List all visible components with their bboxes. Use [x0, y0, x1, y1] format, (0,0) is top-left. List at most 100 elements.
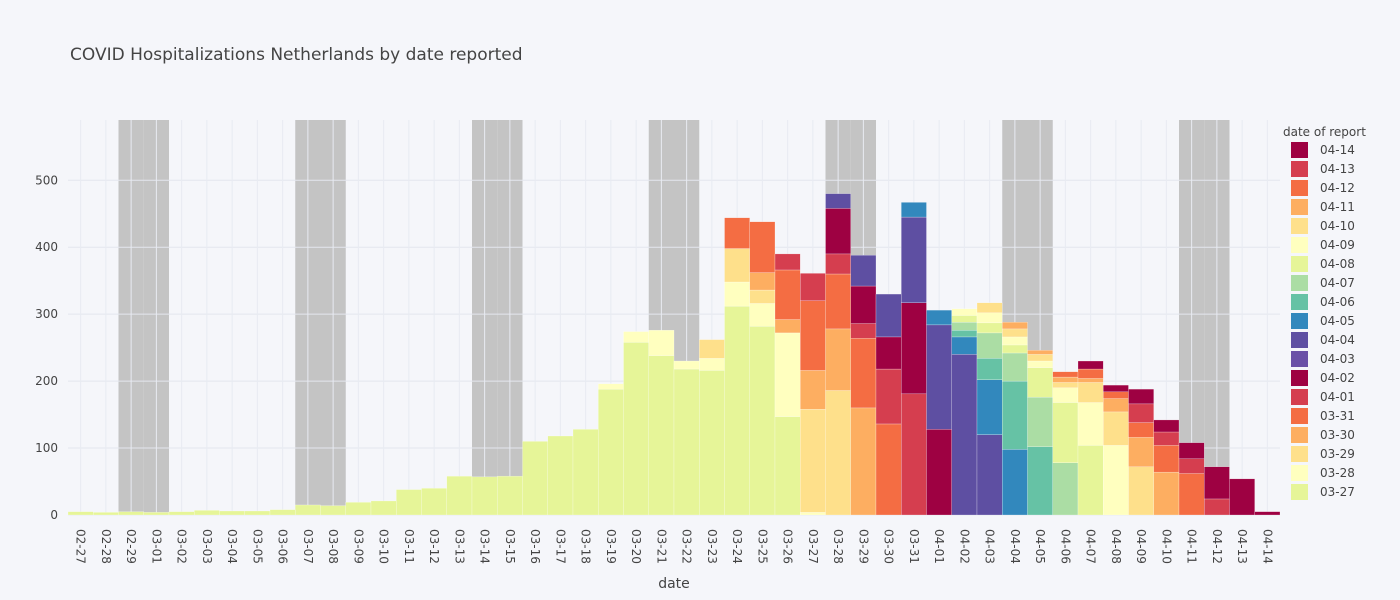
- bar-segment[interactable]: [1052, 376, 1079, 383]
- legend-item[interactable]: 04-05: [1291, 313, 1355, 329]
- bar-segment[interactable]: [724, 217, 750, 249]
- bar-segment[interactable]: [572, 429, 599, 516]
- bar-segment[interactable]: [1153, 419, 1180, 433]
- bar-segment[interactable]: [648, 330, 675, 356]
- bar-segment[interactable]: [699, 339, 725, 359]
- bar-segment[interactable]: [774, 332, 801, 417]
- bar-segment[interactable]: [168, 511, 195, 516]
- bar-segment[interactable]: [850, 285, 877, 324]
- bar-segment[interactable]: [1052, 462, 1079, 516]
- bar-segment[interactable]: [598, 388, 624, 516]
- legend-item[interactable]: 03-29: [1291, 446, 1355, 462]
- bar-segment[interactable]: [370, 500, 397, 516]
- bar-segment[interactable]: [623, 331, 649, 343]
- bar-segment[interactable]: [951, 336, 978, 355]
- bar-segment[interactable]: [850, 407, 877, 516]
- bar-segment[interactable]: [1178, 458, 1205, 474]
- bar-segment[interactable]: [926, 429, 952, 516]
- bar-segment[interactable]: [648, 355, 675, 516]
- bar-segment[interactable]: [118, 511, 144, 516]
- bar-segment[interactable]: [951, 321, 978, 331]
- bar-segment[interactable]: [421, 488, 447, 516]
- bar-segment[interactable]: [800, 300, 826, 371]
- bar-segment[interactable]: [976, 312, 1003, 324]
- bar-segment[interactable]: [295, 504, 321, 516]
- bar-segment[interactable]: [320, 505, 346, 516]
- bar-segment[interactable]: [219, 510, 245, 516]
- bar-segment[interactable]: [623, 342, 649, 516]
- legend-item[interactable]: 04-06: [1291, 294, 1355, 310]
- bar-segment[interactable]: [269, 509, 296, 516]
- bar-segment[interactable]: [143, 512, 170, 516]
- bar-segment[interactable]: [724, 248, 750, 283]
- bar-segment[interactable]: [875, 423, 902, 516]
- bar-segment[interactable]: [1027, 396, 1053, 447]
- bar-segment[interactable]: [724, 305, 750, 516]
- bar-segment[interactable]: [749, 221, 776, 273]
- bar-segment[interactable]: [976, 302, 1003, 314]
- bar-segment[interactable]: [800, 409, 826, 513]
- bar-segment[interactable]: [951, 315, 978, 323]
- bar-segment[interactable]: [1204, 466, 1230, 500]
- bar-segment[interactable]: [749, 272, 776, 291]
- bar-segment[interactable]: [699, 370, 725, 516]
- bar-segment[interactable]: [800, 273, 826, 301]
- bar-segment[interactable]: [800, 512, 826, 516]
- bar-segment[interactable]: [471, 476, 498, 516]
- bar-segment[interactable]: [93, 512, 119, 516]
- bar-segment[interactable]: [1178, 442, 1205, 459]
- bar-segment[interactable]: [825, 208, 851, 255]
- bar-segment[interactable]: [749, 303, 776, 327]
- bar-segment[interactable]: [1103, 411, 1129, 446]
- bar-segment[interactable]: [1128, 437, 1154, 467]
- bar-segment[interactable]: [1153, 471, 1180, 516]
- legend-item[interactable]: 04-12: [1291, 180, 1355, 196]
- bar-segment[interactable]: [825, 273, 851, 330]
- bar-segment[interactable]: [1002, 449, 1028, 516]
- legend-item[interactable]: 03-27: [1291, 484, 1355, 500]
- legend-items[interactable]: 04-14 04-13 04-12 04-11 04-10 04-09 04-08 04-07…: [1291, 142, 1355, 500]
- bar-segment[interactable]: [497, 475, 523, 516]
- legend[interactable]: date of report 04-14 04-13 04-12 04-11 04-10…: [1283, 125, 1366, 500]
- bar-segment[interactable]: [901, 216, 927, 303]
- legend-item[interactable]: 04-14: [1291, 142, 1355, 158]
- bar-segment[interactable]: [976, 358, 1003, 380]
- bar-segment[interactable]: [951, 308, 978, 316]
- bar-segment[interactable]: [901, 393, 927, 516]
- bar-segment[interactable]: [901, 202, 927, 218]
- bar-segment[interactable]: [1103, 391, 1129, 399]
- bar-segment[interactable]: [724, 281, 750, 307]
- bar-segment[interactable]: [1002, 328, 1028, 338]
- legend-item[interactable]: 04-04: [1291, 332, 1355, 348]
- bar-segment[interactable]: [1027, 446, 1053, 516]
- bar-segment[interactable]: [825, 253, 851, 275]
- bar-segment[interactable]: [875, 368, 902, 425]
- bar-segment[interactable]: [1103, 384, 1129, 393]
- legend-item[interactable]: 03-30: [1291, 427, 1355, 443]
- bar-segment[interactable]: [976, 332, 1003, 359]
- bar-segment[interactable]: [825, 328, 851, 391]
- legend-item[interactable]: 04-01: [1291, 389, 1355, 405]
- bar-segment[interactable]: [774, 253, 801, 271]
- bar-segment[interactable]: [244, 510, 271, 516]
- bar-segment[interactable]: [345, 502, 372, 516]
- bar-segment[interactable]: [1002, 344, 1028, 354]
- bar-segment[interactable]: [774, 269, 801, 320]
- legend-item[interactable]: 04-13: [1291, 161, 1355, 177]
- legend-item[interactable]: 04-08: [1291, 256, 1355, 272]
- bar-segment[interactable]: [598, 383, 624, 390]
- bar-segment[interactable]: [850, 323, 877, 339]
- bar-segment[interactable]: [1128, 422, 1154, 438]
- bar-segment[interactable]: [1128, 388, 1154, 405]
- bar-segment[interactable]: [446, 475, 473, 516]
- bar-segment[interactable]: [1103, 445, 1129, 516]
- legend-item[interactable]: 03-31: [1291, 408, 1355, 424]
- bar-segment[interactable]: [774, 416, 801, 516]
- bar-segment[interactable]: [1052, 382, 1079, 388]
- bar-segment[interactable]: [1077, 378, 1104, 383]
- bar-segment[interactable]: [1229, 478, 1255, 516]
- bars[interactable]: [67, 193, 1281, 516]
- bar-segment[interactable]: [875, 293, 902, 338]
- bar-segment[interactable]: [1077, 402, 1104, 446]
- bar-segment[interactable]: [1027, 354, 1053, 362]
